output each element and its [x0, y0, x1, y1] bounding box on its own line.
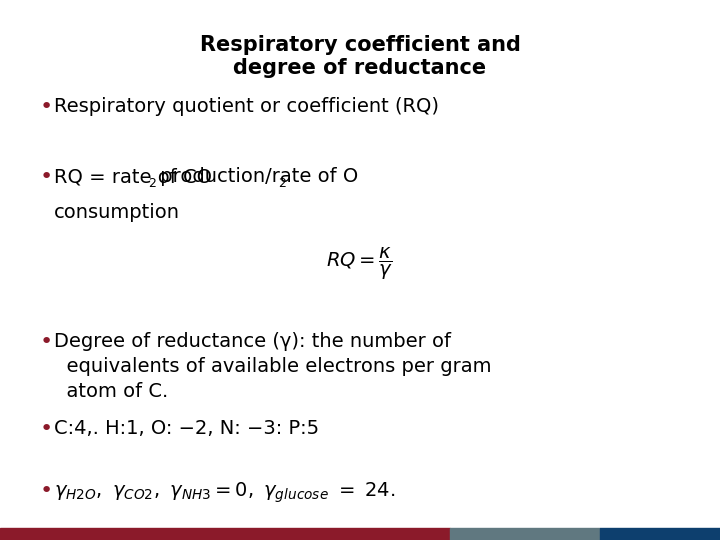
Bar: [0, 528, 450, 540]
Text: consumption: consumption: [54, 202, 180, 221]
Bar: [450, 528, 600, 540]
Text: •: •: [40, 481, 53, 501]
Text: Respiratory coefficient and
degree of reductance: Respiratory coefficient and degree of re…: [199, 35, 521, 78]
Text: •: •: [40, 332, 53, 352]
Text: RQ = rate of CO: RQ = rate of CO: [54, 167, 212, 186]
Text: Respiratory quotient or coefficient (RQ): Respiratory quotient or coefficient (RQ): [54, 97, 439, 116]
Text: •: •: [40, 167, 53, 187]
Text: 2: 2: [279, 177, 287, 190]
Text: 2: 2: [148, 177, 156, 190]
Text: •: •: [40, 97, 53, 117]
Text: C:4,. H:1, O: −2, N: −3: P:5: C:4,. H:1, O: −2, N: −3: P:5: [54, 418, 319, 437]
Text: $RQ = \dfrac{\kappa}{\gamma}$: $RQ = \dfrac{\kappa}{\gamma}$: [326, 246, 394, 282]
Text: production/rate of O: production/rate of O: [154, 167, 359, 186]
Text: Degree of reductance (γ): the number of
  equivalents of available electrons per: Degree of reductance (γ): the number of …: [54, 332, 492, 401]
Bar: [600, 528, 720, 540]
Text: •: •: [40, 418, 53, 438]
Text: $\gamma_{H2O}$$,\ \gamma_{CO2}$$,\ \gamma_{NH3}$$=0,\ \gamma_{glucose}\ =\ 24.$: $\gamma_{H2O}$$,\ \gamma_{CO2}$$,\ \gamm…: [54, 481, 395, 505]
